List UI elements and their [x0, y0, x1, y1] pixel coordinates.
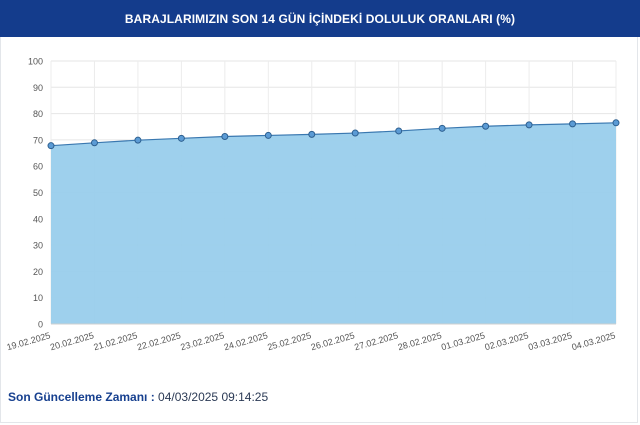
last-update-line: Son Güncelleme Zamanı : 04/03/2025 09:14… [8, 390, 268, 404]
chart-area: 0 10 20 30 40 50 60 70 80 90 100 19.02.2025 20.02.20… [0, 37, 640, 367]
data-point [569, 120, 577, 128]
last-update-value: 04/03/2025 09:14:25 [158, 390, 269, 404]
data-point [612, 119, 620, 127]
y-tick-label: 70 [33, 135, 43, 145]
x-tick-label: 19.02.2025 [5, 330, 51, 352]
y-tick-label: 10 [33, 293, 43, 303]
dam-occupancy-chart: 0 10 20 30 40 50 60 70 80 90 100 19.02.202520.02.20… [5, 57, 620, 352]
chart-header: BARAJLARIMIZIN SON 14 GÜN İÇİNDEKİ DOLUL… [0, 0, 640, 37]
y-tick-label: 80 [33, 109, 43, 119]
y-tick-label: 50 [33, 188, 43, 198]
data-point [47, 142, 55, 150]
x-tick-label: 22.02.2025 [136, 330, 182, 352]
data-point [134, 136, 142, 144]
x-tick-label: 20.02.2025 [49, 330, 95, 352]
x-tick-label: 02.03.2025 [484, 330, 530, 352]
y-tick-label: 100 [28, 57, 43, 67]
data-point [221, 132, 229, 140]
data-point [438, 124, 446, 132]
x-tick-label: 01.03.2025 [440, 330, 486, 352]
data-point [90, 139, 98, 147]
x-tick-label: 27.02.2025 [353, 330, 399, 352]
data-point [395, 127, 403, 135]
data-point [264, 131, 272, 139]
data-point [525, 121, 533, 129]
x-tick-label: 04.03.2025 [570, 330, 616, 352]
y-tick-label: 40 [33, 214, 43, 224]
last-update-label: Son Güncelleme Zamanı : [8, 390, 155, 404]
data-point [177, 134, 185, 142]
x-tick-label: 25.02.2025 [266, 330, 312, 352]
x-tick-label: 28.02.2025 [397, 330, 443, 352]
series-area [51, 122, 616, 325]
y-tick-label: 60 [33, 162, 43, 172]
chart-title: BARAJLARIMIZIN SON 14 GÜN İÇİNDEKİ DOLUL… [124, 11, 516, 26]
x-tick-label: 26.02.2025 [310, 330, 356, 352]
y-tick-label: 90 [33, 83, 43, 93]
y-tick-label: 20 [33, 267, 43, 277]
series-line [50, 122, 617, 147]
y-tick-label: 30 [33, 241, 43, 251]
x-tick-label: 21.02.2025 [92, 330, 138, 352]
data-point [482, 122, 490, 130]
data-point [308, 130, 316, 138]
x-tick-label: 03.03.2025 [527, 330, 573, 352]
y-tick-label: 0 [38, 320, 43, 330]
x-tick-label: 23.02.2025 [179, 330, 225, 352]
x-tick-label: 24.02.2025 [223, 330, 269, 352]
data-point [351, 129, 359, 137]
